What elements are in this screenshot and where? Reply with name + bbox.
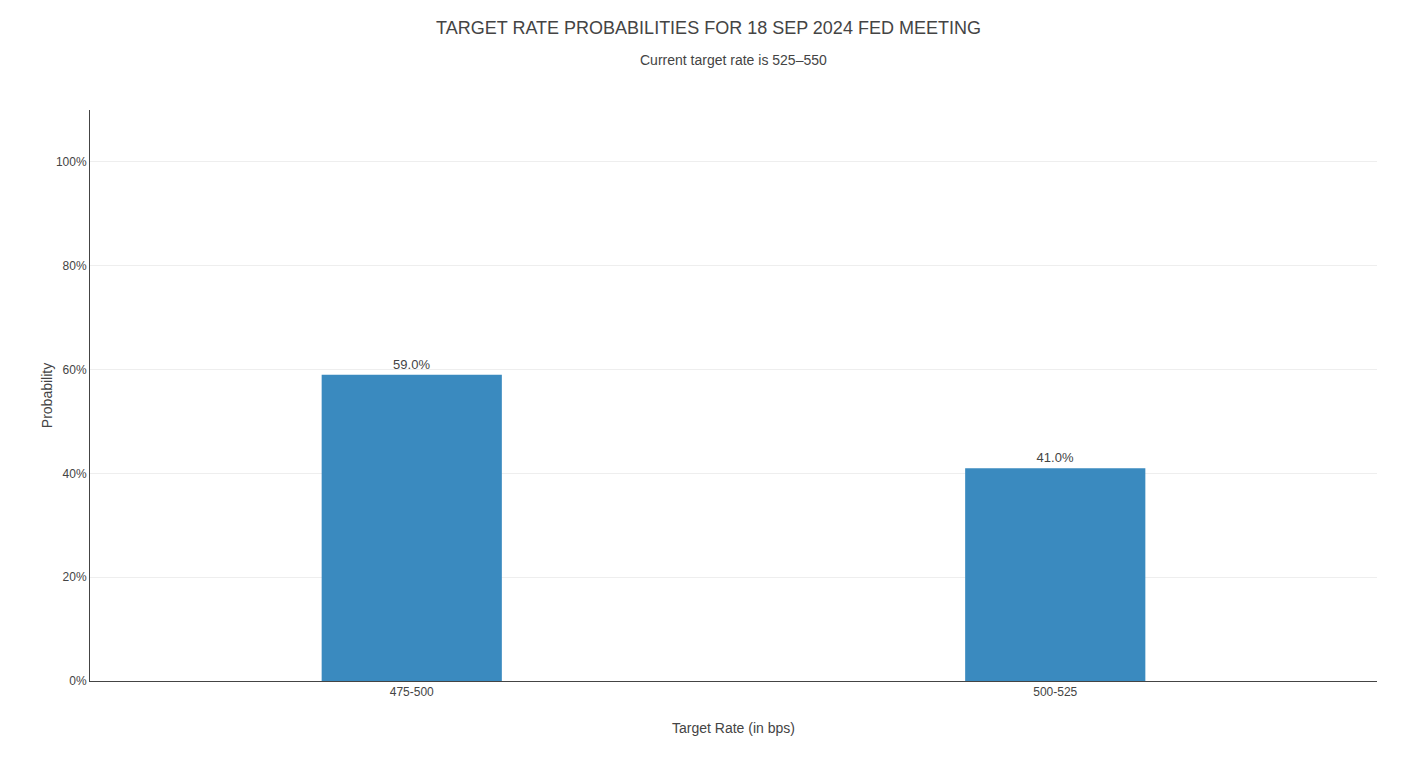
svg-text:60%: 60% — [63, 363, 87, 377]
svg-text:20%: 20% — [63, 570, 87, 584]
svg-text:80%: 80% — [63, 259, 87, 273]
svg-text:Target Rate (in bps): Target Rate (in bps) — [672, 720, 795, 736]
svg-text:Probability: Probability — [39, 363, 55, 428]
svg-text:0%: 0% — [69, 674, 87, 688]
svg-text:59.0%: 59.0% — [393, 357, 430, 372]
svg-text:475-500: 475-500 — [390, 685, 434, 699]
svg-text:40%: 40% — [63, 467, 87, 481]
svg-text:TARGET RATE PROBABILITIES FOR: TARGET RATE PROBABILITIES FOR 18 SEP 202… — [436, 18, 981, 38]
svg-text:41.0%: 41.0% — [1037, 450, 1074, 465]
svg-text:500-525: 500-525 — [1033, 685, 1077, 699]
svg-text:100%: 100% — [56, 155, 87, 169]
svg-text:Current target rate is 525–550: Current target rate is 525–550 — [640, 52, 827, 68]
